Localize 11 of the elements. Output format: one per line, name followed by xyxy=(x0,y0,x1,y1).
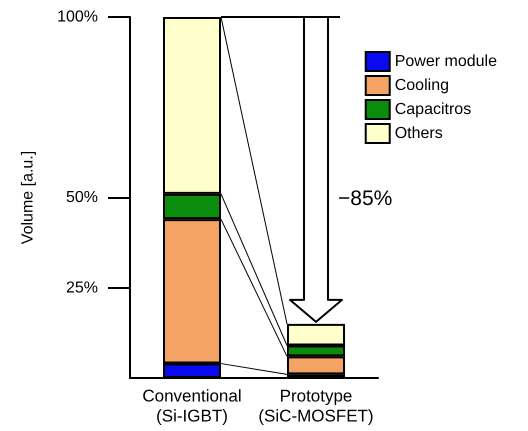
annotation: −85% xyxy=(338,186,392,210)
legend-label: Cooling xyxy=(394,77,449,94)
x-tick-label: Conventional (Si-IGBT) xyxy=(142,386,242,426)
y-tick-label: 25% xyxy=(66,279,98,296)
legend-label: Capacitros xyxy=(394,101,472,118)
legend-label: Power module xyxy=(394,53,498,70)
y-tick-label: 100% xyxy=(57,8,98,26)
x-tick-label: Prototype (SiC-MOSFET) xyxy=(258,386,374,426)
y-tick-label: 50% xyxy=(66,189,98,206)
y-axis-title: Volume [a.u.] xyxy=(20,150,36,244)
legend-label: Others xyxy=(394,125,443,142)
